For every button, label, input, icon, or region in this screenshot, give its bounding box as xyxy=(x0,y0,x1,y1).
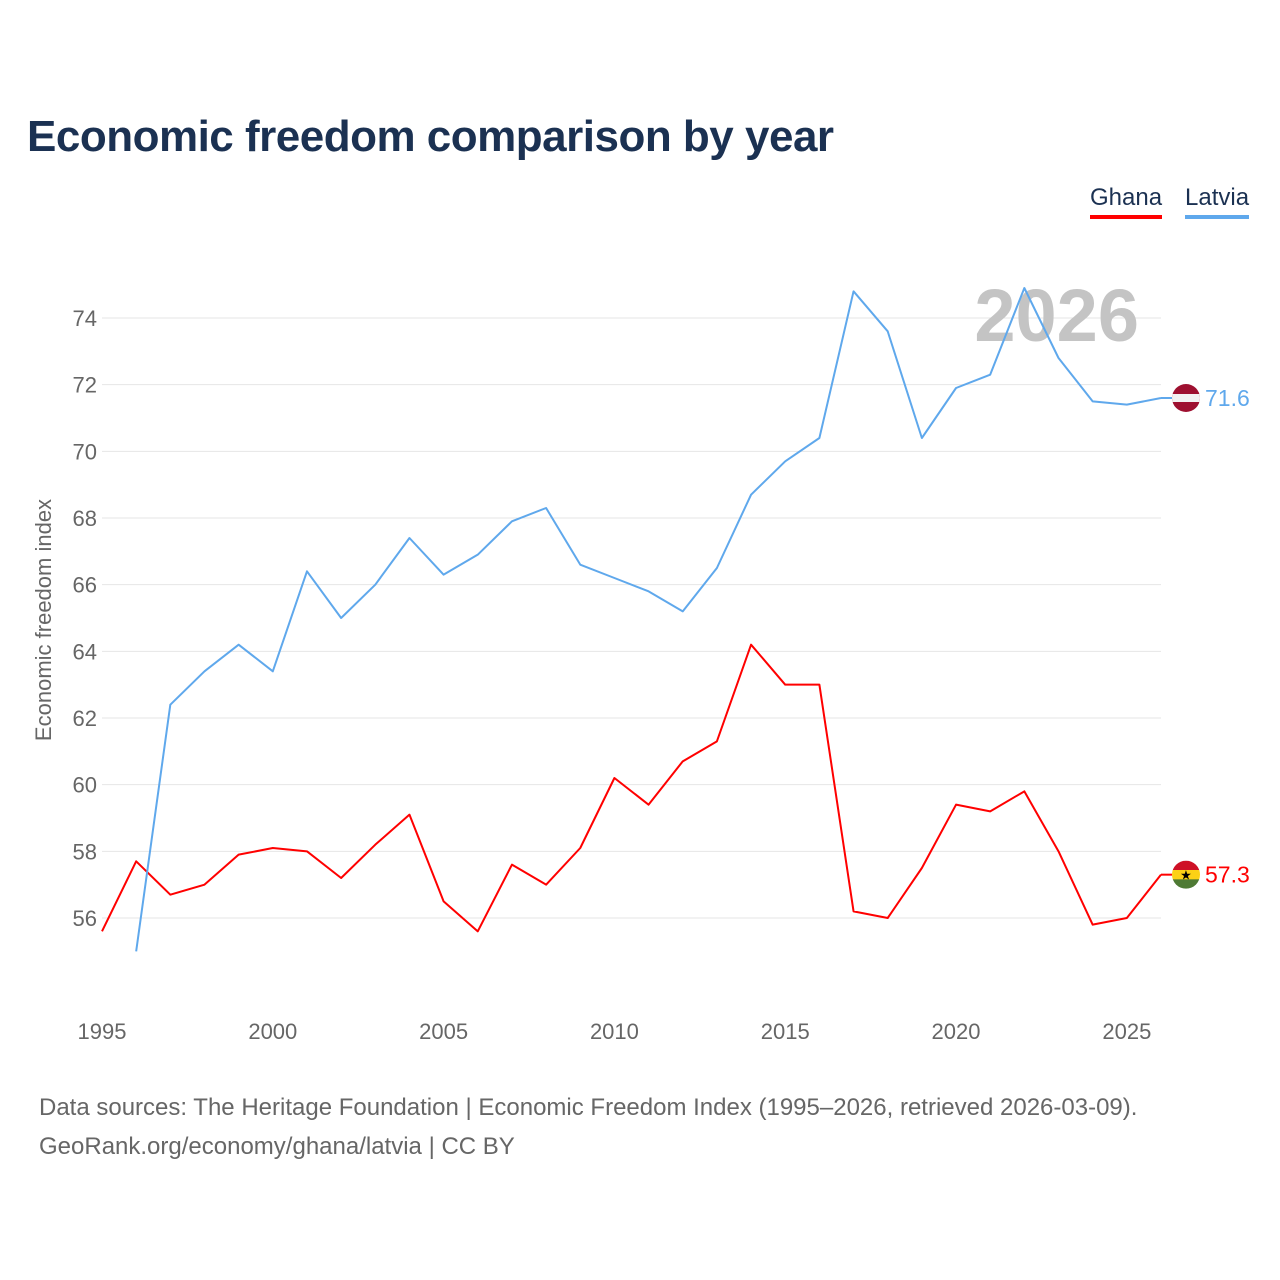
end-value-label: 71.6 xyxy=(1205,385,1250,411)
chart-title: Economic freedom comparison by year xyxy=(27,112,834,161)
legend-ghana[interactable]: Ghana xyxy=(1090,184,1163,219)
y-tick-label: 56 xyxy=(73,906,97,931)
source-line-1: Data sources: The Heritage Foundation | … xyxy=(39,1094,1138,1121)
y-axis-label: Economic freedom index xyxy=(31,499,56,741)
y-tick-label: 68 xyxy=(73,506,97,531)
flag-stripe xyxy=(1172,860,1200,871)
x-tick-label: 2015 xyxy=(761,1019,810,1044)
x-tick-label: 2025 xyxy=(1102,1019,1151,1044)
flag-stripe xyxy=(1172,394,1200,402)
y-tick-label: 62 xyxy=(73,706,97,731)
star-icon: ★ xyxy=(1180,868,1192,883)
x-tick-label: 2010 xyxy=(590,1019,639,1044)
y-tick-label: 66 xyxy=(73,573,97,598)
legend-latvia[interactable]: Latvia xyxy=(1185,184,1250,219)
y-tick-label: 70 xyxy=(73,439,97,464)
y-tick-label: 64 xyxy=(73,639,97,664)
y-tick-label: 72 xyxy=(73,373,97,398)
source-note: Data sources: The Heritage Foundation | … xyxy=(39,1088,1137,1166)
x-tick-label: 2020 xyxy=(932,1019,981,1044)
x-tick-label: 1995 xyxy=(78,1019,127,1044)
y-tick-label: 74 xyxy=(73,306,97,331)
flag-stripe xyxy=(1172,870,1200,880)
y-tick-label: 60 xyxy=(73,773,97,798)
source-line-2[interactable]: GeoRank.org/economy/ghana/latvia | CC BY xyxy=(39,1133,515,1160)
y-tick-label: 58 xyxy=(73,839,97,864)
year-watermark: 2026 xyxy=(974,274,1139,357)
series-line-latvia xyxy=(135,287,1162,952)
series-line-ghana xyxy=(101,643,1162,933)
x-tick-label: 2005 xyxy=(419,1019,468,1044)
x-tick-label: 2000 xyxy=(248,1019,297,1044)
end-value-label: 57.3 xyxy=(1205,862,1250,888)
flag-stripe xyxy=(1172,879,1200,889)
